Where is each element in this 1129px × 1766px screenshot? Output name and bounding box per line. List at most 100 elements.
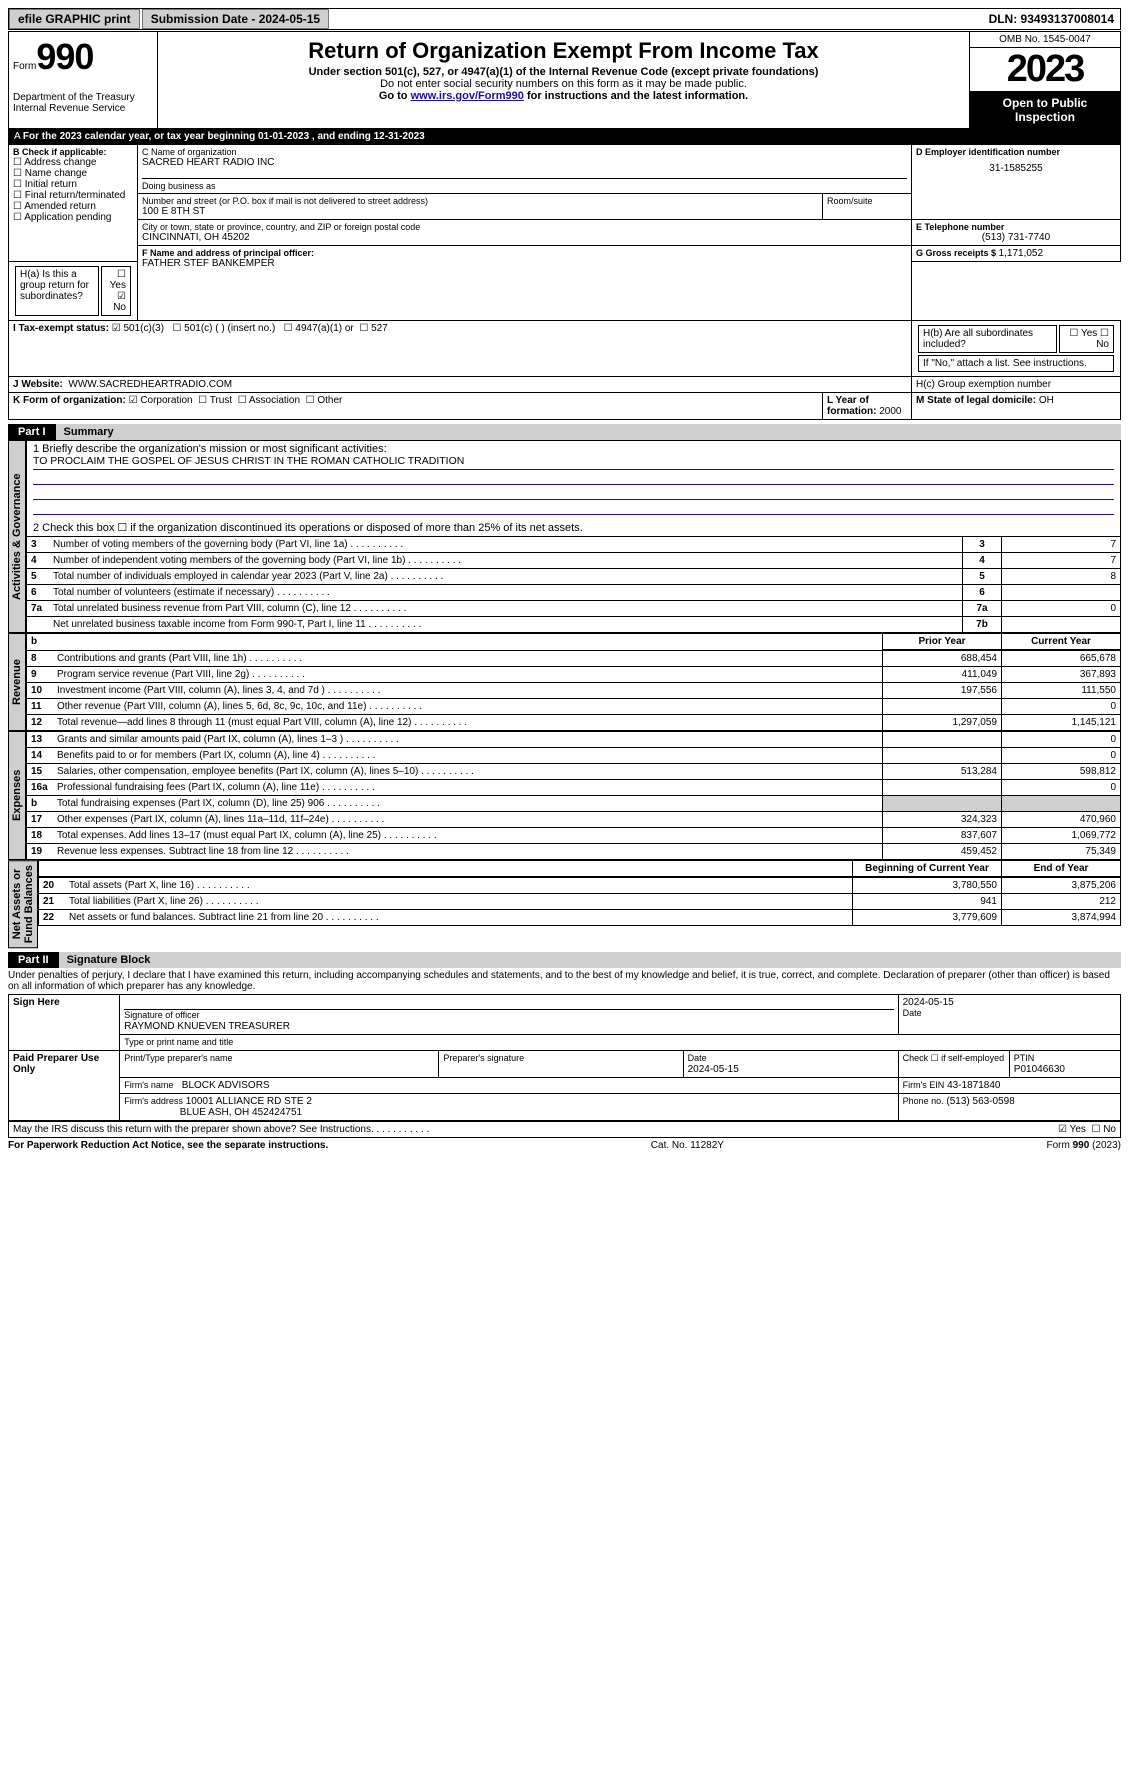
vlabel-revenue: Revenue [8, 633, 26, 731]
expenses-table: 13Grants and similar amounts paid (Part … [26, 731, 1121, 860]
col-b: b [31, 636, 37, 647]
officer-label: F Name and address of principal officer: [142, 248, 907, 258]
ein-label: D Employer identification number [916, 147, 1116, 157]
part1-tag: Part I [8, 424, 56, 440]
firm-phone: (513) 563-0598 [946, 1096, 1014, 1107]
box-m-value: OH [1039, 395, 1054, 406]
box-k-label: K Form of organization: [13, 395, 126, 406]
summary-top-table: 3Number of voting members of the governi… [26, 536, 1121, 633]
dln-label: DLN: 93493137008014 [989, 12, 1120, 26]
revenue-table: 8Contributions and grants (Part VIII, li… [26, 650, 1121, 731]
chk-trust[interactable]: Trust [198, 395, 232, 406]
chk-association[interactable]: Association [238, 395, 300, 406]
discuss-yes[interactable]: Yes [1058, 1124, 1089, 1135]
discuss-no[interactable]: No [1091, 1124, 1116, 1135]
vlabel-activities: Activities & Governance [8, 440, 26, 633]
chk-address-change[interactable]: Address change [13, 157, 133, 168]
hb-yes[interactable]: Yes [1069, 328, 1100, 339]
pp-check-label: Check ☐ if self-employed [903, 1053, 1005, 1063]
form-header: Form990 Department of the Treasury Inter… [8, 31, 1121, 129]
chk-amended-return[interactable]: Amended return [13, 201, 133, 212]
mission-line-2 [33, 470, 1114, 485]
firm-phone-label: Phone no. [903, 1096, 944, 1106]
signature-table: Sign Here Signature of officerRAYMOND KN… [8, 994, 1121, 1121]
efile-print-button[interactable]: efile GRAPHIC print [9, 9, 140, 29]
phone-value: (513) 731-7740 [916, 232, 1116, 243]
hc-label: H(c) Group exemption number [916, 379, 1051, 390]
chk-corporation[interactable]: Corporation [129, 395, 193, 406]
chk-4947[interactable]: 4947(a)(1) or [284, 323, 354, 334]
chk-501c[interactable]: 501(c) ( ) (insert no.) [172, 323, 275, 334]
box-l-value: 2000 [879, 406, 901, 417]
ha-yes[interactable]: Yes [110, 269, 126, 291]
firm-addr1: 10001 ALLIANCE RD STE 2 [186, 1096, 312, 1107]
vlabel-expenses: Expenses [8, 731, 26, 860]
tax-status-label: I Tax-exempt status: [13, 323, 109, 334]
goto-post: for instructions and the latest informat… [524, 90, 748, 102]
form-number: 990 [36, 36, 93, 77]
pp-sig-label: Preparer's signature [443, 1053, 524, 1063]
sig-officer-name: RAYMOND KNUEVEN TREASURER [124, 1021, 290, 1032]
part1-header: Part I Summary [8, 424, 1121, 440]
room-label: Room/suite [827, 196, 907, 206]
city-value: CINCINNATI, OH 45202 [142, 232, 907, 243]
chk-final-return[interactable]: Final return/terminated [13, 190, 133, 201]
chk-name-change[interactable]: Name change [13, 168, 133, 179]
department-label: Department of the Treasury Internal Reve… [13, 92, 153, 114]
firm-addr-label: Firm's address [124, 1096, 183, 1106]
col-beginning: Beginning of Current Year [853, 861, 1002, 877]
mission-line-3 [33, 485, 1114, 500]
dba-label: Doing business as [142, 178, 907, 191]
mission-line-4 [33, 500, 1114, 515]
hb-note: If "No," attach a list. See instructions… [918, 355, 1114, 372]
na-header-row: Beginning of Current Year End of Year [38, 860, 1121, 877]
footer-center: Cat. No. 11282Y [651, 1140, 724, 1151]
firm-ein-label: Firm's EIN [903, 1080, 945, 1090]
pp-name-label: Print/Type preparer's name [124, 1053, 232, 1063]
sign-here-label: Sign Here [9, 995, 120, 1051]
chk-other[interactable]: Other [306, 395, 343, 406]
chk-application-pending[interactable]: Application pending [13, 212, 133, 223]
tax-year: 2023 [970, 48, 1120, 92]
net-assets-table: 20Total assets (Part X, line 16)3,780,55… [38, 877, 1121, 926]
q1-value: TO PROCLAIM THE GOSPEL OF JESUS CHRIST I… [33, 455, 1114, 470]
header-info-table: B Check if applicable: Address change Na… [8, 144, 1121, 420]
chk-501c3[interactable]: 501(c)(3) [112, 323, 164, 334]
chk-527[interactable]: 527 [359, 323, 387, 334]
org-name: SACRED HEART RADIO INC [142, 157, 907, 168]
form-subtitle-1: Under section 501(c), 527, or 4947(a)(1)… [166, 66, 961, 78]
col-end: End of Year [1002, 861, 1121, 877]
form-label: Form [13, 61, 36, 72]
street-value: 100 E 8TH ST [142, 206, 818, 217]
website-value: WWW.SACREDHEARTRADIO.COM [68, 379, 232, 390]
pp-date-label: Date [688, 1053, 707, 1063]
pp-date: 2024-05-15 [688, 1064, 739, 1075]
col-prior: Prior Year [883, 634, 1002, 650]
vlabel-net-assets: Net Assets or Fund Balances [8, 860, 38, 948]
date-label: Date [903, 1008, 922, 1018]
ha-no[interactable]: No [113, 291, 126, 313]
col-current: Current Year [1002, 634, 1121, 650]
discuss-question: May the IRS discuss this return with the… [13, 1124, 429, 1135]
revenue-header-row: b Prior Year Current Year [26, 633, 1121, 650]
box-m-label: M State of legal domicile: [916, 395, 1039, 406]
form-subtitle-2: Do not enter social security numbers on … [166, 78, 961, 90]
omb-number: OMB No. 1545-0047 [970, 32, 1120, 48]
declaration-text: Under penalties of perjury, I declare th… [8, 968, 1121, 994]
org-name-label: C Name of organization [142, 147, 907, 157]
q2-text: 2 Check this box ☐ if the organization d… [33, 521, 1114, 534]
type-print-label: Type or print name and title [124, 1037, 233, 1047]
part2-tag: Part II [8, 952, 59, 968]
ptin-label: PTIN [1014, 1053, 1035, 1063]
box-l-label: L Year of formation: [827, 395, 879, 417]
ha-label: H(a) Is this a group return for subordin… [15, 266, 99, 316]
footer-left: For Paperwork Reduction Act Notice, see … [8, 1140, 328, 1151]
q1-label: 1 Briefly describe the organization's mi… [33, 443, 1114, 455]
website-label: J Website: [13, 379, 63, 390]
ptin-value: P01046630 [1014, 1064, 1065, 1075]
irs-link[interactable]: www.irs.gov/Form990 [411, 90, 524, 102]
footer-right: Form 990 (2023) [1047, 1140, 1121, 1151]
chk-initial-return[interactable]: Initial return [13, 179, 133, 190]
officer-name: FATHER STEF BANKEMPER [142, 258, 907, 269]
ein-value: 31-1585255 [916, 163, 1116, 174]
